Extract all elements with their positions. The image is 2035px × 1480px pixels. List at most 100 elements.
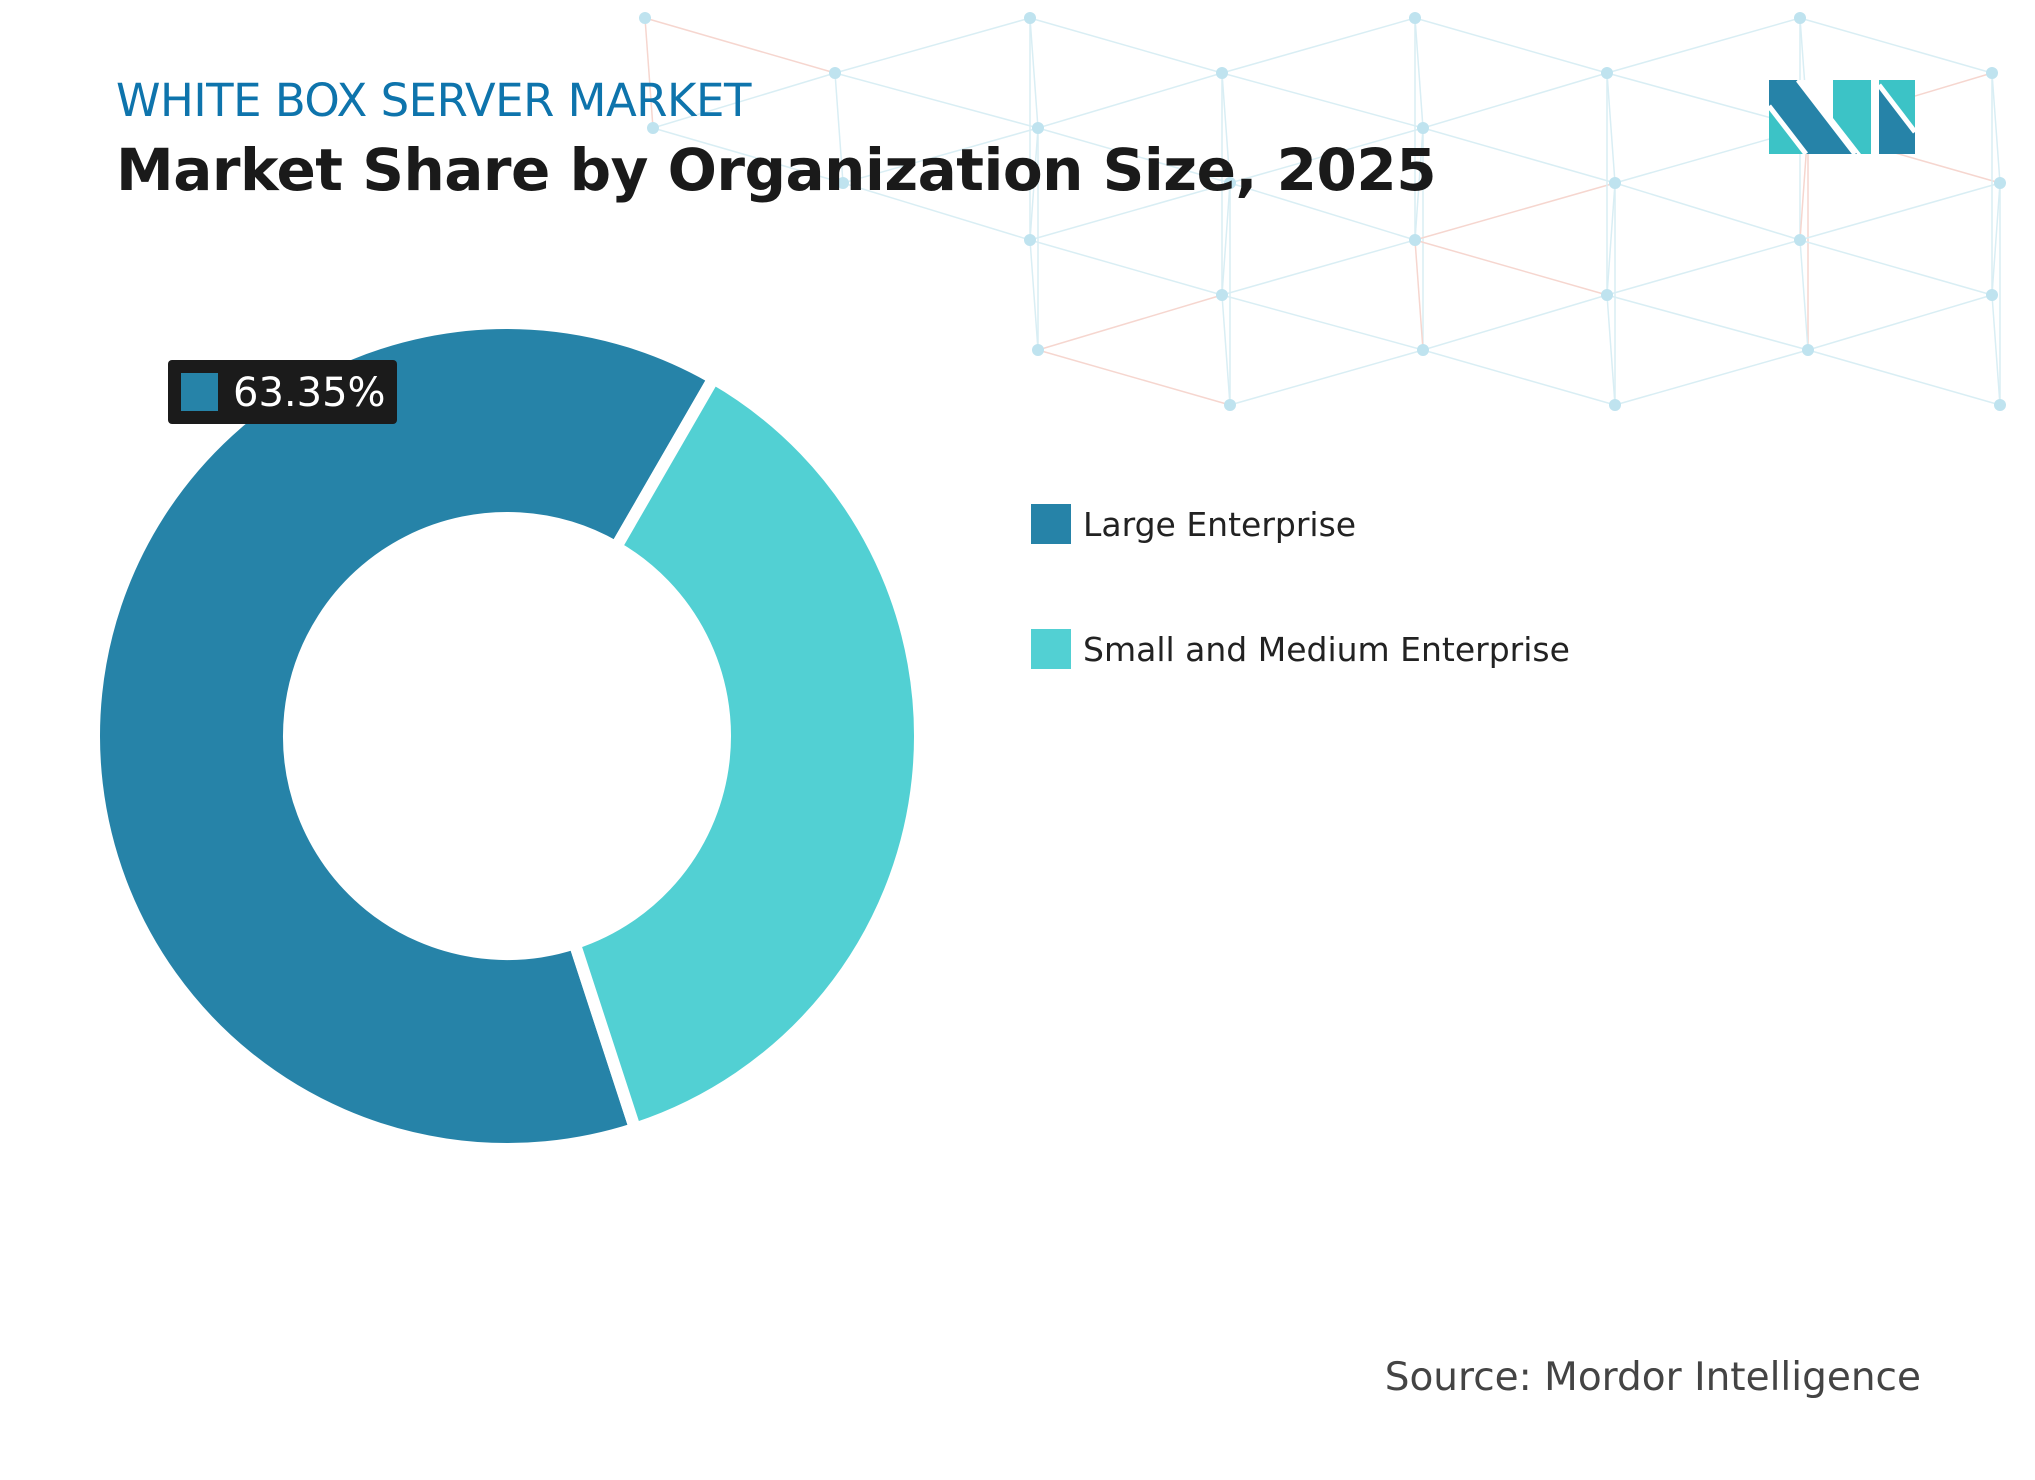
network-node [1609,399,1621,411]
network-line [1807,294,1993,351]
network-node [1409,234,1421,246]
network-line [1414,17,1608,74]
network-node [1216,289,1228,301]
network-line [1991,72,2001,184]
network-node [1409,12,1421,24]
network-node [1224,399,1236,411]
network-line [1037,72,1223,129]
network-line [1991,294,2001,406]
data-label-text: 63.35% [233,370,386,416]
network-line [1221,72,1231,184]
network-node [1601,67,1613,79]
network-node [1601,289,1613,301]
network-line [1414,127,1424,241]
network-line [1414,239,1424,351]
network-line [1799,239,1809,351]
network-line [1029,239,1223,296]
legend-swatch [1031,629,1071,669]
network-node [1417,122,1429,134]
network-node [1986,289,1998,301]
network-line [1037,127,1231,184]
network-line [842,127,1039,184]
network-line [1037,294,1223,351]
chart-subtitle: WHITE BOX SERVER MARKET [116,74,751,127]
network-node [1994,399,2006,411]
network-line [1229,127,1424,184]
network-line [1422,294,1608,351]
network-line [834,72,844,184]
network-line [1414,182,1616,241]
source-text: Source: Mordor Intelligence [1384,1355,1921,1400]
network-node [1794,12,1806,24]
donut-chart: 63.35% [88,317,926,1155]
network-line [1422,349,1616,406]
network-line [1029,17,1039,129]
network-line [1221,294,1424,351]
network-node [1794,234,1806,246]
network-node [1986,67,1998,79]
data-label-swatch [181,373,218,411]
network-line [834,17,1031,74]
network-node [1802,344,1814,356]
network-line [1422,127,1616,184]
network-node [1032,122,1044,134]
network-line [1606,72,1616,184]
network-line [1606,294,1616,406]
network-node [647,122,659,134]
network-node [1032,344,1044,356]
network-line [1221,72,1424,129]
network-node [1024,12,1036,24]
network-line [1606,294,1809,351]
network-line [1221,239,1416,296]
chart-title: Market Share by Organization Size, 2025 [116,136,1437,204]
donut-slice-small-and-medium-enterprise [567,370,926,1137]
data-label-large-enterprise: 63.35% [168,360,397,424]
network-line [842,182,1031,241]
network-line [1799,239,1993,296]
network-line [1029,17,1223,74]
network-node [1994,177,2006,189]
network-line [1606,182,1616,296]
network-node [837,177,849,189]
donut-slice-large-enterprise [88,317,722,1155]
network-line [1029,239,1039,351]
network-line [1807,349,2001,406]
network-node [1024,234,1036,246]
network-line [1614,182,1801,241]
network-line [1422,72,1608,129]
network-line [1029,127,1039,241]
network-line [1799,17,1993,74]
legend-item-large-enterprise: Large Enterprise [1031,504,1356,544]
data-label-box [168,360,397,424]
network-line [1606,239,1801,296]
legend-swatch [1031,504,1071,544]
network-line [834,72,1039,129]
network-line [652,127,844,184]
network-line [1029,182,1231,241]
network-node [1216,67,1228,79]
network-line [1037,349,1231,406]
network-line [644,17,654,129]
network-line [1606,17,1801,74]
network-node [829,67,841,79]
mordor-intelligence-logo [1769,80,1915,154]
network-node [1224,177,1236,189]
legend-label: Small and Medium Enterprise [1083,629,1570,669]
network-line [1221,182,1231,296]
network-line [1414,17,1424,129]
network-node [1609,177,1621,189]
network-line [1614,349,1809,406]
legend-item-sme: Small and Medium Enterprise [1031,629,1570,669]
network-line [1229,182,1416,241]
network-line [1221,294,1231,406]
network-line [1221,17,1416,74]
network-node [639,12,651,24]
network-line [1799,182,2001,241]
legend-label: Large Enterprise [1083,504,1357,544]
network-line [1991,182,2001,296]
network-node [1417,344,1429,356]
network-line [1414,239,1608,296]
network-line [652,72,836,129]
network-line [644,17,836,74]
